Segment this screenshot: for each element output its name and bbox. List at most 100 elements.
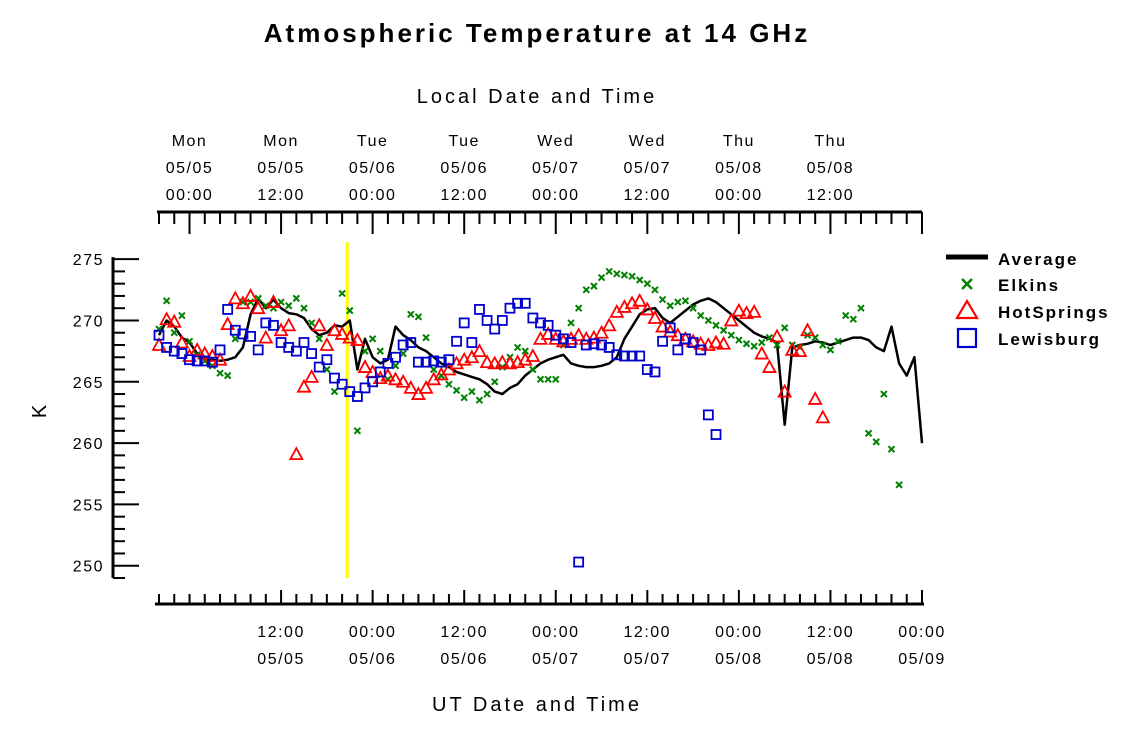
elkins-point-stroke-b [338, 289, 346, 298]
lewisburg-point [222, 304, 234, 315]
elkins-point-stroke-b [849, 315, 858, 323]
lewisburg-point [611, 349, 623, 361]
elkins-point-stroke-b [368, 335, 377, 343]
hotsprings-point [342, 329, 358, 344]
elkins-point-stroke-b [689, 304, 697, 312]
bottom-tick-date: 05/05 [257, 651, 305, 668]
elkins-point [231, 335, 240, 343]
lewisburg-point [359, 382, 371, 394]
elkins-point-stroke-b [475, 396, 484, 404]
elkins-point-stroke-b [178, 311, 186, 320]
elkins-point-stroke-b [826, 346, 835, 354]
lewisburg-point [413, 356, 424, 368]
lewisburg-point [588, 338, 600, 350]
elkins-point-stroke-b [452, 386, 461, 395]
lewisburg-point [153, 329, 165, 341]
elkins-point-stroke-b [750, 342, 758, 350]
top-tick-day: Tue [357, 133, 388, 150]
hotsprings-point [326, 322, 343, 337]
lewisburg-point [268, 319, 279, 331]
lewisburg-point [260, 317, 272, 329]
lewisburg-point [672, 344, 684, 356]
hotsprings-point [731, 302, 747, 317]
lewisburg-point [687, 337, 699, 348]
elkins-point [582, 286, 590, 294]
hotsprings-point [754, 345, 770, 360]
lewisburg-point [474, 304, 485, 315]
elkins-point-stroke-b [765, 333, 774, 342]
top-tick-date: 05/05 [257, 160, 305, 177]
elkins-point-stroke-b [704, 316, 713, 325]
bottom-tick-time: 00:00 [349, 624, 397, 641]
hotsprings-point [395, 373, 411, 388]
lewisburg-point [649, 366, 661, 378]
hotsprings-point [281, 317, 297, 332]
hotsprings-point [800, 322, 816, 337]
elkins-point-stroke-b [864, 429, 873, 437]
hotsprings-point [746, 303, 762, 318]
elkins-point [285, 302, 293, 310]
legend-lewisburg-swatch [956, 327, 978, 349]
lewisburg-point [329, 372, 340, 384]
lewisburg-point [428, 355, 440, 367]
elkins-point-stroke-b [643, 279, 652, 288]
elkins-point [697, 311, 705, 320]
elkins-point [666, 302, 674, 310]
elkins-point [613, 270, 621, 278]
elkins-point-stroke-b [353, 427, 362, 435]
lewisburg-point [321, 354, 333, 366]
top-tick-time: 12:00 [257, 187, 305, 204]
lewisburg-point [626, 350, 638, 362]
elkins-point-stroke-b [399, 349, 407, 358]
hotsprings-point [792, 343, 808, 358]
elkins-point-stroke-b [315, 335, 323, 343]
elkins-point [590, 282, 598, 290]
elkins-point-stroke-b [590, 282, 598, 290]
elkins-point-stroke-b [811, 333, 819, 342]
lewisburg-point [573, 556, 585, 568]
legend-elkins-label: Elkins [998, 276, 1060, 295]
elkins-point-stroke-b [666, 302, 674, 310]
elkins-point-stroke-b [216, 369, 224, 377]
elkins-point [635, 276, 644, 284]
elkins-point [819, 341, 827, 349]
elkins-point [597, 273, 606, 282]
hotsprings-point [357, 359, 373, 373]
hotsprings-point [662, 323, 678, 338]
elkins-point-stroke-b [162, 297, 171, 305]
hotsprings-point [174, 334, 190, 349]
lewisburg-point [420, 356, 432, 368]
elkins-point [681, 297, 690, 305]
lewisburg-point [519, 297, 531, 309]
legend-lewisburg-label: Lewisburg [998, 330, 1101, 349]
hotsprings-point [265, 294, 281, 308]
top-tick-day: Wed [537, 133, 574, 150]
bottom-tick-time: 12:00 [807, 624, 855, 641]
elkins-point [407, 310, 415, 319]
elkins-point [552, 375, 560, 384]
top-tick-time: 12:00 [440, 187, 488, 204]
lewisburg-point [336, 378, 348, 390]
elkins-point-stroke-b [491, 378, 499, 386]
elkins-point [422, 333, 430, 342]
legend-hotsprings-label: HotSprings [998, 303, 1110, 322]
lewisburg-point [641, 364, 653, 375]
elkins-point-stroke-b [597, 273, 606, 282]
top-tick-day: Thu [814, 133, 846, 150]
lewisburg-point [306, 348, 318, 359]
elkins-point-stroke-b [422, 333, 430, 342]
top-tick-day: Mon [263, 133, 299, 150]
elkins-point-stroke-b [605, 267, 613, 276]
legend-hotsprings-swatch [955, 298, 979, 320]
bottom-tick-date: 05/07 [624, 651, 672, 668]
y-tick-label: 260 [73, 436, 104, 453]
elkins-point-stroke-b [819, 341, 827, 349]
lewisburg-point [710, 429, 722, 440]
hotsprings-point [471, 343, 487, 358]
elkins-point-stroke-b [681, 297, 690, 305]
lewisburg-point [367, 376, 379, 388]
lewisburg-point [397, 339, 409, 351]
hotsprings-point [716, 335, 732, 350]
elkins-point [361, 347, 369, 355]
elkins-point-stroke-b [223, 371, 232, 380]
